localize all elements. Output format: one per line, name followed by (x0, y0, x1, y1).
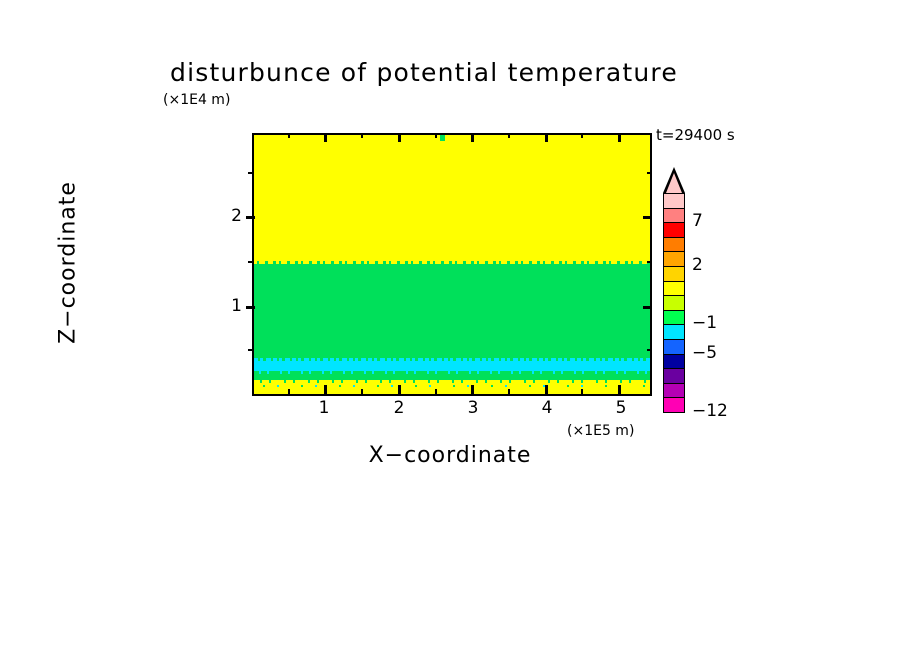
y-tick-minor (248, 261, 253, 263)
x-axis-unit-label: (×1E5 m) (567, 423, 635, 439)
x-tick-major-1 (324, 385, 327, 394)
interface-noise-cyan-green (254, 371, 650, 374)
x-tick-minor-top (361, 133, 363, 138)
x-tick-minor (361, 389, 363, 394)
x-tick-major-top-2 (398, 133, 401, 142)
field-band-lower-yellow (254, 381, 650, 394)
x-tick-minor (508, 389, 510, 394)
x-axis-title: X−coordinate (368, 443, 532, 468)
interface-noise-green-yellow (254, 380, 650, 383)
x-tick-label-2: 2 (393, 398, 405, 418)
x-tick-minor (581, 389, 583, 394)
page-title: disturbunce of potential temperature (170, 58, 678, 87)
x-tick-major-3 (471, 385, 474, 394)
x-tick-major-2 (398, 385, 401, 394)
x-tick-major-top-3 (471, 133, 474, 142)
x-tick-label-1: 1 (318, 398, 330, 418)
y-tick-minor (248, 172, 253, 174)
y-tick-major-right-1 (643, 306, 652, 309)
x-tick-minor (435, 389, 437, 394)
field-band-cyan (254, 359, 650, 373)
field-band-upper-yellow (254, 135, 650, 263)
colorbar-tick-label: 2 (692, 255, 703, 275)
plot-area (252, 133, 652, 396)
y-tick-major-right-2 (643, 216, 652, 219)
y-tick-minor-right (647, 172, 652, 174)
colorbar-tick-label: −1 (692, 313, 718, 334)
x-tick-label-5: 5 (615, 398, 627, 418)
x-tick-major-top-1 (324, 133, 327, 142)
y-tick-minor-right (647, 349, 652, 351)
y-tick-major-1 (246, 306, 255, 309)
x-tick-minor-top (288, 133, 290, 138)
x-tick-minor (288, 389, 290, 394)
top-edge-speckle (440, 135, 445, 141)
x-tick-minor-top (581, 133, 583, 138)
x-tick-major-5 (618, 385, 621, 394)
y-axis-unit-label: (×1E4 m) (163, 92, 231, 108)
y-tick-minor (248, 349, 253, 351)
field-band-green-lower (254, 373, 650, 381)
colorbar-swatch (663, 397, 685, 414)
x-tick-major-top-4 (545, 133, 548, 142)
colorbar-arrow-fill (666, 173, 682, 193)
interface-noise-bottom-speckle (254, 385, 650, 387)
interface-noise-yellow-green (254, 261, 650, 264)
colorbar-tick-label: −12 (692, 401, 728, 421)
x-tick-label-3: 3 (467, 398, 479, 418)
field-band-green (254, 263, 650, 359)
timestamp-label: t=29400 s (656, 126, 735, 144)
x-tick-minor-top (508, 133, 510, 138)
colorbar-tick-label: 7 (692, 211, 703, 232)
y-tick-label-1: 1 (231, 296, 242, 316)
x-tick-label-4: 4 (541, 398, 553, 418)
y-tick-label-2: 2 (231, 206, 242, 226)
y-axis-title: Z−coordinate (55, 181, 81, 344)
y-tick-major-2 (246, 216, 255, 219)
colorbar-tick-label: −5 (692, 342, 718, 363)
y-tick-minor-right (647, 261, 652, 263)
interface-noise-green-cyan (254, 358, 650, 361)
x-tick-major-4 (545, 385, 548, 394)
x-tick-minor-top (435, 133, 437, 138)
x-tick-major-top-5 (618, 133, 621, 142)
